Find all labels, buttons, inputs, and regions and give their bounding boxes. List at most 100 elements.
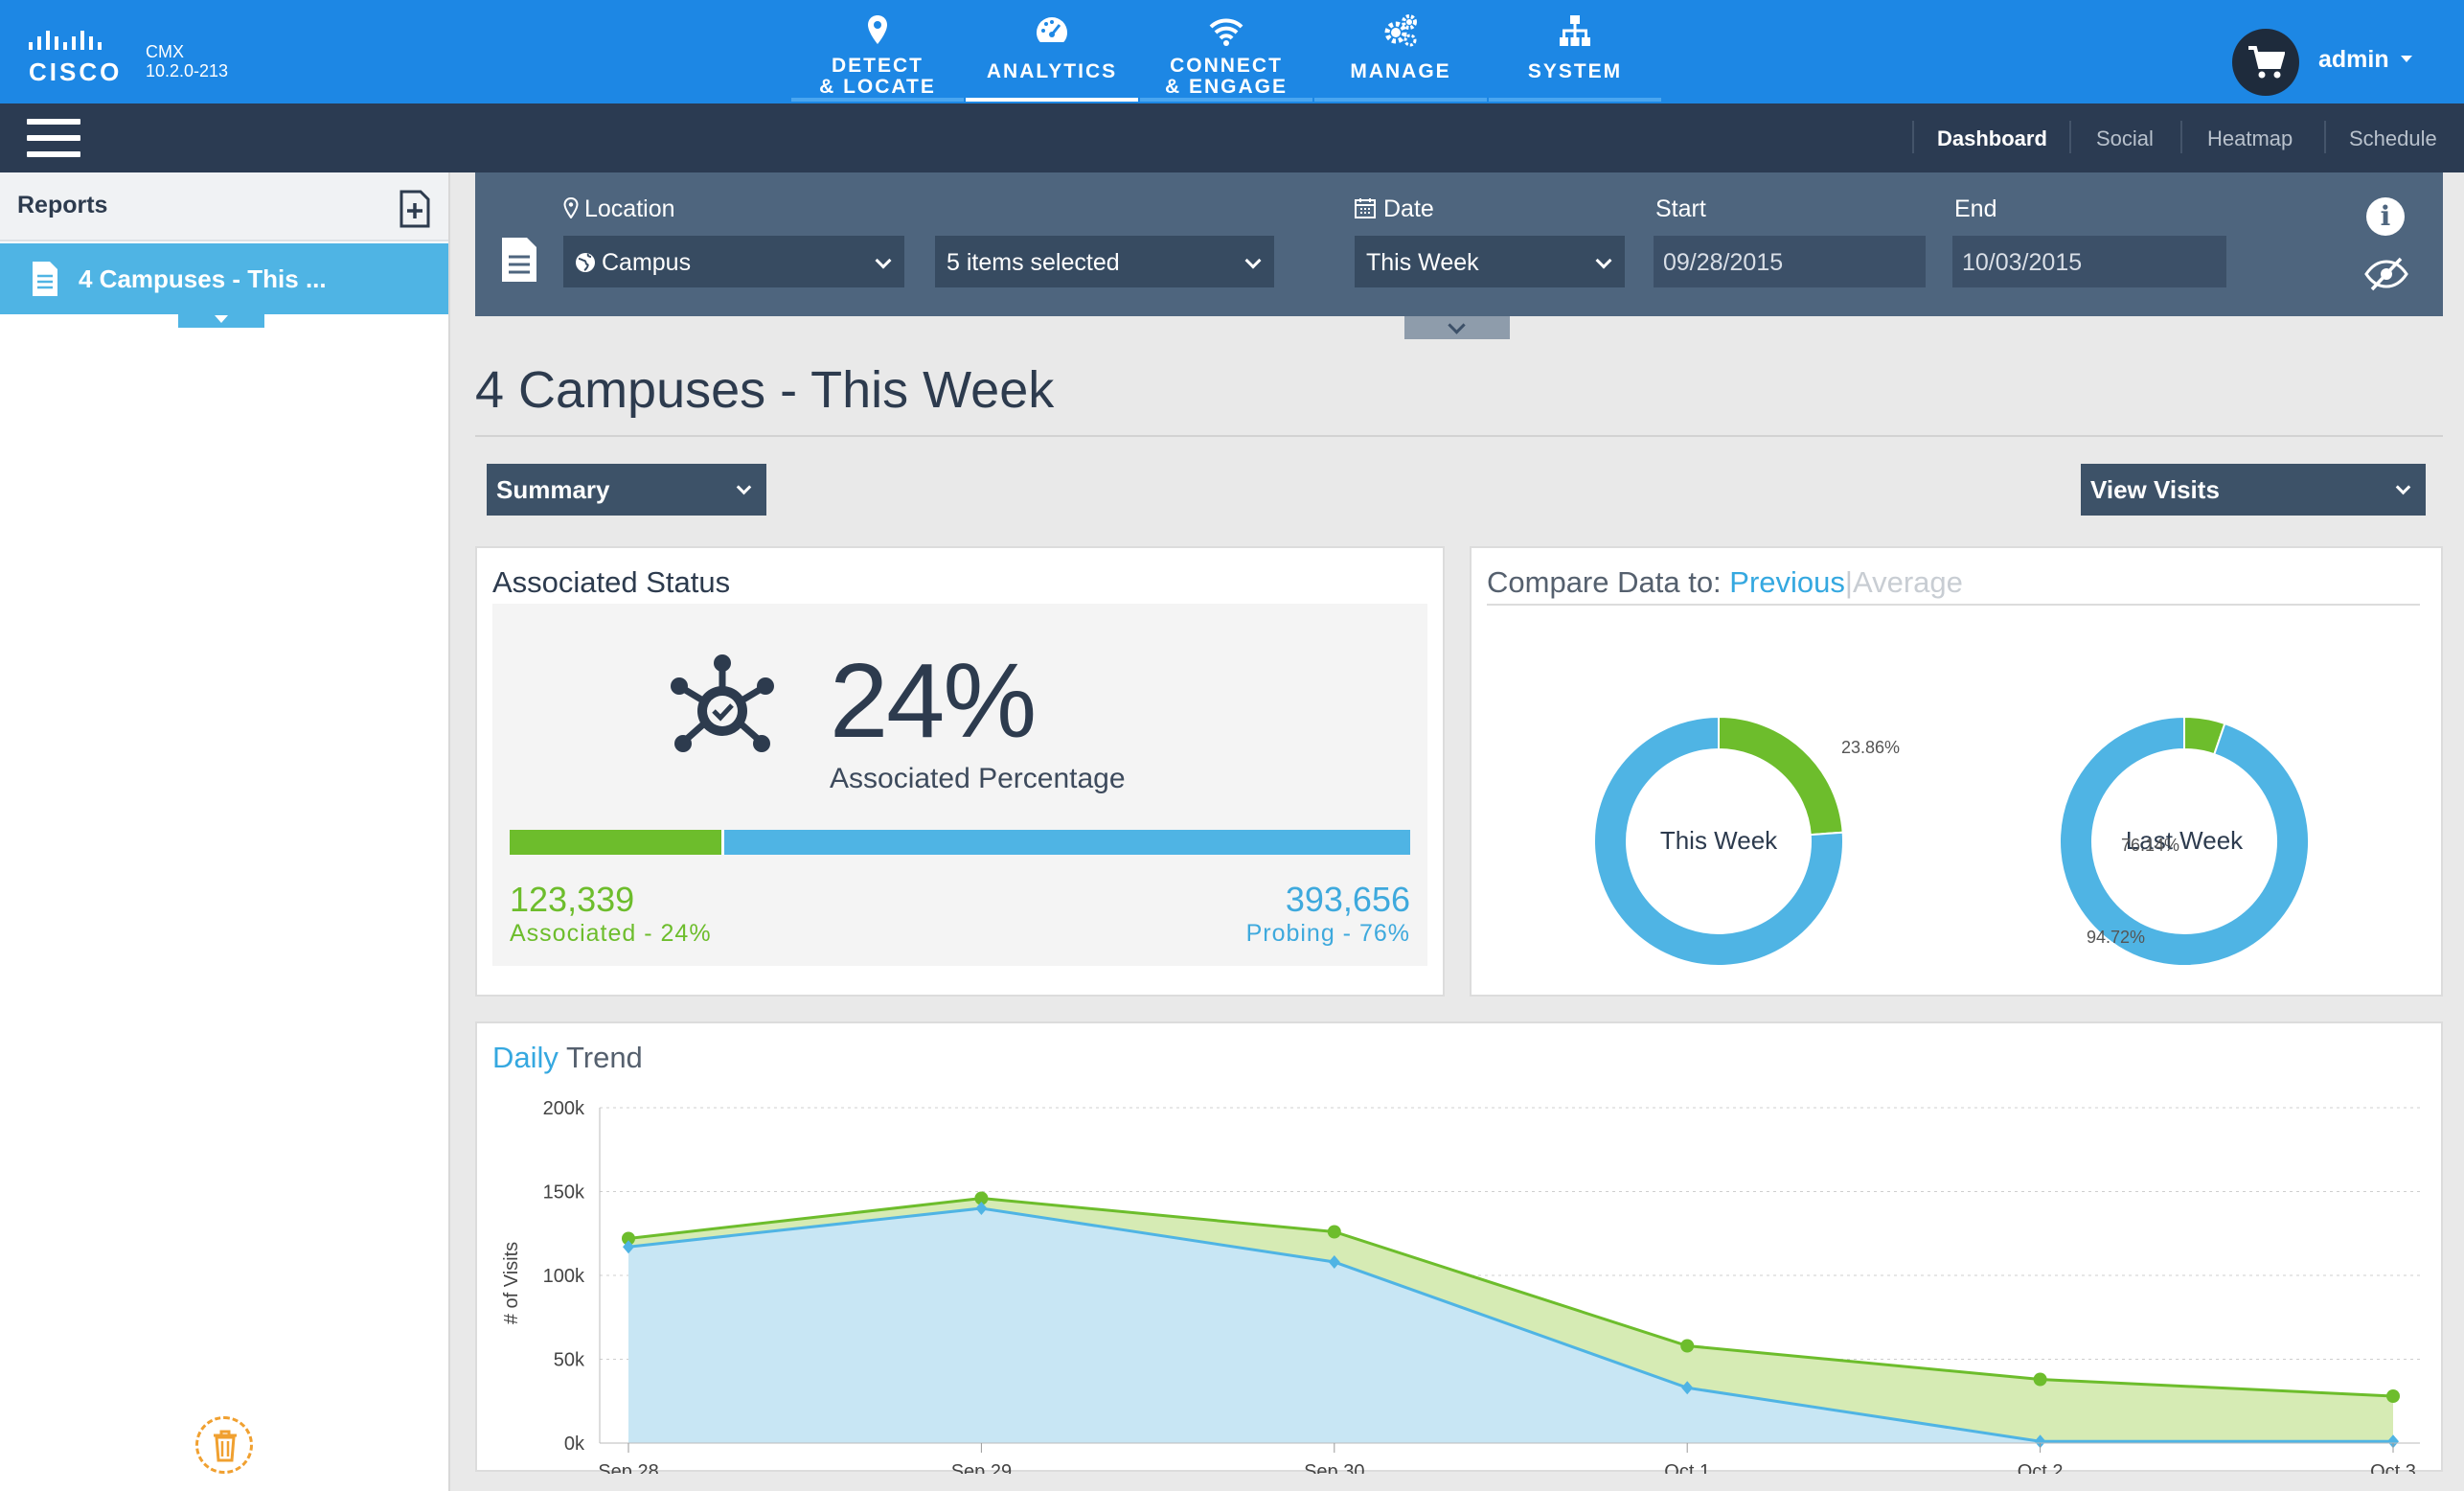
donut-slice-associated (1718, 715, 1844, 837)
compare-data-card: Compare Data to: Previous|Average This W… (1470, 546, 2443, 997)
x-tick-label: Oct 3 (2370, 1461, 2416, 1474)
x-tick-label: Sep 30 (1304, 1461, 1364, 1474)
start-date-input[interactable]: 09/28/2015 (1654, 236, 1926, 287)
y-tick-label: 100k (543, 1266, 585, 1287)
nav-label: CONNECT & ENGAGE (1164, 55, 1288, 98)
donut-slice-label: 76.14% (2121, 836, 2179, 855)
associated-percent-label: Associated Percentage (830, 763, 1126, 794)
nav-detect-locate[interactable]: DETECT & LOCATE (791, 0, 964, 103)
x-tick-label: Oct 2 (2018, 1461, 2064, 1474)
map-pin-icon (868, 15, 887, 44)
y-axis-label: # of Visits (501, 1242, 522, 1324)
expand-report-tab[interactable] (178, 314, 264, 328)
nav-label: MANAGE (1350, 60, 1451, 82)
daily-trend-chart: 200k 150k 100k 50k 0k # of Visits Sep 28 Sep 29… (501, 1098, 2420, 1474)
associated-label: Associated - 24% (510, 920, 712, 947)
date-select[interactable]: This Week (1355, 236, 1625, 287)
associated-status-card: Associated Status 24% Associated Percent… (475, 546, 1445, 997)
document-icon (502, 238, 536, 282)
associated-progress-bar (510, 830, 1410, 855)
donut-this-week (1593, 715, 1844, 967)
donut-slice-label: 23.86% (1841, 738, 1900, 757)
series-point-1 (1328, 1255, 1340, 1269)
tab-heatmap[interactable]: Heatmap (2207, 126, 2293, 150)
view-visits-select[interactable]: View Visits (2081, 464, 2426, 516)
card-title: Associated Status (492, 565, 731, 599)
compare-previous-link[interactable]: Previous (1729, 565, 1845, 599)
trend-title-highlight: Daily (492, 1041, 559, 1074)
compare-average-link[interactable]: Average (1852, 565, 1963, 599)
donut-center-label: This Week (1660, 826, 1778, 855)
associated-progress-fill (510, 830, 725, 855)
x-tick-label: Sep 29 (951, 1461, 1012, 1474)
map-pin-icon (563, 196, 579, 219)
add-report-icon[interactable] (399, 190, 431, 228)
area-band-green (628, 1198, 2393, 1442)
report-filter-bar: Location Campus 5 items selected Date Th… (475, 172, 2443, 316)
x-tick-label: Sep 28 (598, 1461, 658, 1474)
compare-prefix: Compare Data to: (1487, 565, 1722, 599)
top-navigation-bar: CISCO CMX 10.2.0-213 DETECT & LOCATE ANAL… (0, 0, 2464, 103)
date-label: Date (1355, 195, 1434, 223)
product-version: CMX 10.2.0-213 (146, 42, 228, 80)
location-items-select[interactable]: 5 items selected (935, 236, 1274, 287)
report-item-label: 4 Campuses - This ... (79, 264, 327, 293)
series-line-1 (627, 1206, 2393, 1443)
trash-icon (214, 1430, 237, 1462)
location-label: Location (563, 195, 675, 223)
associated-summary: 24% Associated Percentage 123,339 Associ… (492, 604, 1427, 966)
gears-icon (1384, 14, 1417, 47)
hide-eye-icon[interactable] (2362, 257, 2410, 291)
user-menu[interactable]: admin (2318, 46, 2389, 73)
tab-social[interactable]: Social (2096, 126, 2154, 150)
start-label: Start (1655, 195, 1706, 222)
series-point-1 (623, 1240, 634, 1254)
associated-percent: 24% (830, 642, 1037, 760)
nav-connect-engage[interactable]: CONNECT & ENGAGE (1140, 0, 1312, 103)
series-point-1 (975, 1202, 988, 1215)
nav-analytics[interactable]: ANALYTICS (966, 0, 1138, 103)
donut-slice-probing (1593, 715, 1844, 967)
series-point-0 (1680, 1339, 1695, 1353)
trend-title: Daily Trend (492, 1041, 643, 1075)
report-item[interactable]: 4 Campuses - This ... (0, 243, 448, 314)
reports-panel: Reports 4 Campuses - This ... (0, 172, 450, 1491)
tab-schedule[interactable]: Schedule (2349, 126, 2437, 150)
tab-dashboard[interactable]: Dashboard (1937, 126, 2047, 150)
divider (475, 435, 2443, 437)
y-tick-label: 150k (543, 1182, 585, 1204)
nav-label: DETECT & LOCATE (819, 55, 936, 98)
collapse-filters-tab[interactable] (1404, 316, 1510, 339)
hamburger-menu-icon[interactable] (27, 119, 80, 161)
location-select[interactable]: Campus (563, 236, 904, 287)
cart-button[interactable] (2232, 29, 2299, 96)
globe-icon (576, 253, 595, 272)
chevron-down-icon[interactable] (2401, 56, 2412, 62)
summary-select[interactable]: Summary (487, 464, 766, 516)
donut-center-label: Last Week (2126, 826, 2244, 855)
probing-count: 393,656 (1285, 880, 1410, 919)
comparison-donuts: This Week Last Week 23.86% 76.14% 94.72% (1593, 715, 2310, 967)
document-icon (33, 262, 57, 296)
donut-slice-label: 94.72% (2087, 928, 2145, 947)
series-point-0 (622, 1231, 635, 1246)
compare-separator: | (1844, 565, 1853, 599)
info-icon[interactable]: i (2366, 197, 2405, 236)
reports-title: Reports (17, 192, 108, 218)
page-title: 4 Campuses - This Week (475, 361, 1055, 419)
nav-manage[interactable]: MANAGE (1314, 0, 1487, 103)
series-point-0 (1327, 1225, 1341, 1239)
end-date-input[interactable]: 10/03/2015 (1952, 236, 2226, 287)
product-version-number: 10.2.0-213 (146, 61, 229, 80)
delete-report-button[interactable] (195, 1416, 253, 1474)
probing-label: Probing - 76% (1245, 920, 1410, 947)
associated-count: 123,339 (510, 880, 635, 919)
y-tick-label: 200k (543, 1098, 585, 1119)
wifi-icon (1209, 18, 1243, 46)
series-point-0 (2033, 1372, 2047, 1387)
series-line-0 (627, 1196, 2394, 1398)
series-point-0 (2386, 1389, 2400, 1403)
nav-system[interactable]: SYSTEM (1489, 0, 1661, 103)
y-tick-label: 0k (564, 1434, 585, 1455)
series-point-1 (2034, 1434, 2046, 1449)
